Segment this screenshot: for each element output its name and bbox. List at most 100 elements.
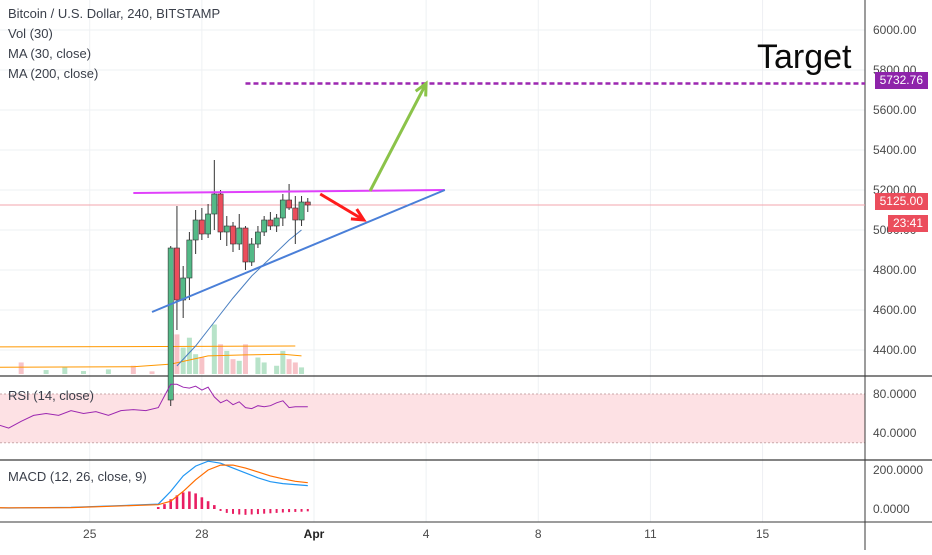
volume-bar [62,366,68,374]
time-tick-label: 11 [644,527,657,541]
ma200-line [0,345,296,348]
macd-histogram-bar [163,504,166,509]
macd-histogram-bar [281,509,284,513]
symbol-legend[interactable]: Bitcoin / U.S. Dollar, 240, BITSTAMP [8,6,221,21]
pullback-arrow-head [350,208,367,222]
macd-histogram-bar [206,501,210,509]
price-tick-label: 4600.00 [873,303,917,317]
macd-histogram-bar [244,509,247,515]
macd-histogram-bar [263,509,266,514]
volume-bar [130,365,136,374]
price-tick-label: 5600.00 [873,103,917,117]
macd-histogram-bar [200,497,204,509]
signal-line [0,464,308,509]
ma30-line [176,229,302,367]
rsi-band [0,394,865,443]
volume-bar [230,359,236,374]
macd-histogram-bar [156,507,160,509]
target-annotation: Target [757,38,852,76]
macd-legend[interactable]: MACD (12, 26, close, 9) [8,469,147,484]
macd-histogram-bar [238,509,241,515]
support-trendline [151,189,446,313]
pullback-arrow [319,192,365,222]
resistance-trendline [133,189,445,194]
macd-histogram-bar [269,509,272,514]
macd-histogram-bar [300,509,303,512]
macd-histogram-bar [188,491,191,509]
macd-tick-label: 0.0000 [873,502,910,516]
volume-bar [180,347,186,374]
macd-tick-label: 200.0000 [873,463,923,477]
volume-bar [224,350,230,374]
volume-bar [18,362,24,374]
breakout-arrow [368,82,428,192]
volume-bar [280,350,286,374]
ma30-legend[interactable]: MA (30, close) [8,46,92,61]
macd-histogram-bar [213,505,216,509]
macd-histogram-bar [250,509,253,515]
candle-body [242,227,249,263]
candle-body [279,199,286,219]
candle-body [211,193,218,215]
time-tick-label: 25 [83,527,97,541]
macd-histogram-bar [256,509,259,515]
time-tick-label: 8 [535,527,542,541]
candle-body [298,201,305,221]
target-price-tag: 5732.76 [874,72,928,89]
volume-bar [211,324,217,374]
volume-ma-line [0,353,302,368]
ma200-legend[interactable]: MA (200, close) [8,66,99,81]
price-tick-label: 4400.00 [873,343,917,357]
candle-body [180,277,187,301]
last-price-tag: 5125.00 [874,193,928,210]
volume-bar [43,370,49,374]
macd-histogram-bar [175,495,179,509]
volume-bar [199,357,205,374]
candle-body [186,239,193,279]
volume-bar [255,357,261,374]
candle-body [267,219,274,227]
vol-legend[interactable]: Vol (30) [8,26,53,41]
candle-body [286,199,292,209]
price-tick-label: 6000.00 [873,23,917,37]
macd-histogram-bar [288,509,291,513]
candle-body [273,217,280,227]
volume-bar [218,344,224,374]
time-tick-label: 15 [756,527,770,541]
price-tick-label: 4800.00 [873,263,917,277]
volume-bar [149,371,155,374]
candle-body [304,201,311,206]
macd-histogram-bar [181,492,185,509]
volume-bar [292,362,298,374]
macd-histogram-bar [306,509,309,512]
volume-bar [174,334,180,374]
volume-bar [105,369,111,374]
countdown-tag: 23:41 [887,215,928,232]
rsi-line [0,383,308,429]
macd-histogram-bar [294,509,297,512]
time-tick-label: 4 [423,527,430,541]
rsi-tick-label: 80.0000 [873,387,917,401]
candle-body [292,207,299,221]
volume-bar [193,354,199,374]
volume-bar [80,371,86,374]
volume-bar [236,360,242,374]
macd-histogram-bar [225,509,228,513]
candle-body [261,219,268,233]
candle-body [174,247,180,301]
macd-histogram-bar [194,493,197,509]
candle-body [248,243,255,263]
breakout-arrow-head [414,80,428,97]
volume-bar [274,365,280,374]
macd-histogram-bar [169,499,173,509]
volume-bar [242,344,248,374]
macd-histogram-bar [232,509,235,514]
price-tick-label: 5400.00 [873,143,917,157]
volume-bar [261,362,267,374]
candle-body [167,247,174,401]
volume-bar [186,337,192,374]
rsi-legend[interactable]: RSI (14, close) [8,388,94,403]
candle-body [217,193,224,233]
